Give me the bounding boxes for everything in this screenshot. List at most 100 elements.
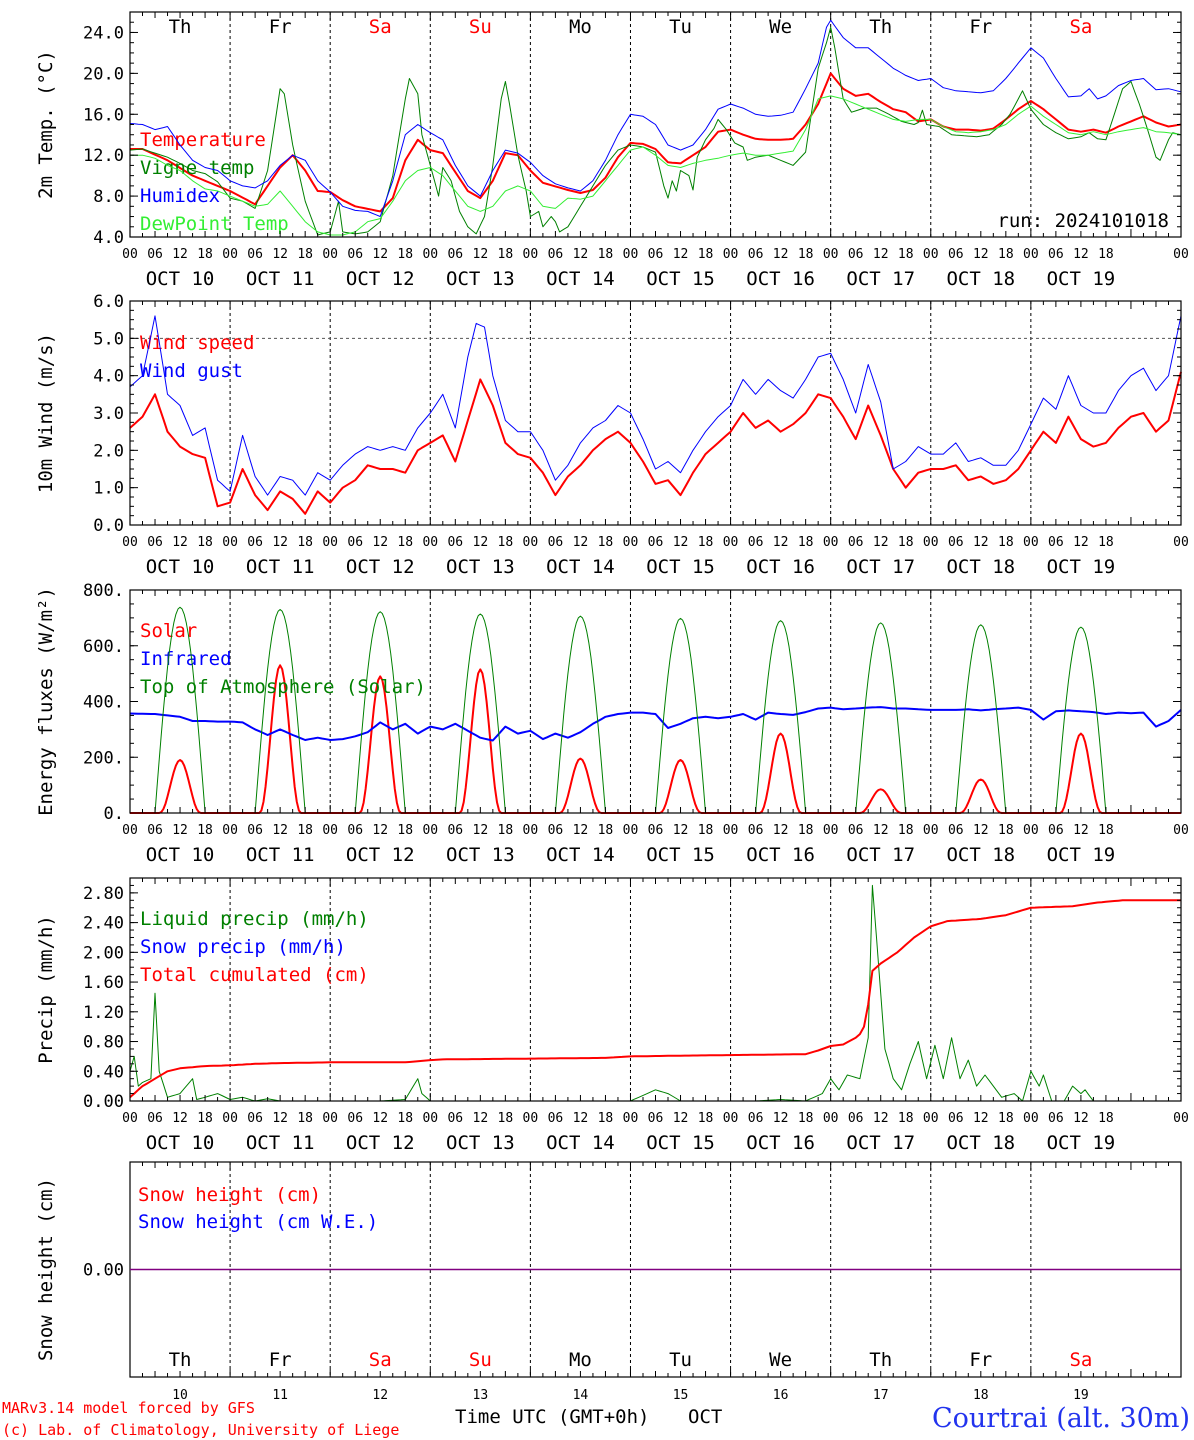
date-label: OCT 10 bbox=[146, 844, 215, 866]
y-tick-label: 600. bbox=[83, 637, 124, 657]
series-line-temperature-1 bbox=[129, 26, 1182, 236]
series-line-energy-1 bbox=[129, 706, 1182, 742]
date-label: OCT 12 bbox=[346, 556, 415, 578]
hour-label: 06 bbox=[648, 823, 664, 838]
legend-entry: Temperature bbox=[140, 129, 266, 151]
date-label: OCT 18 bbox=[946, 844, 1015, 866]
hour-label: 00 bbox=[723, 823, 739, 838]
panels: Temperature Vigne temp Humidex DewPoint Tem… bbox=[35, 11, 1189, 1403]
hour-label: 06 bbox=[147, 823, 163, 838]
hour-label: 12 bbox=[873, 823, 889, 838]
hour-label: 18 bbox=[598, 1111, 614, 1126]
day-number-label: 10 bbox=[172, 1388, 188, 1403]
weekday-label: Th bbox=[869, 1349, 892, 1371]
hour-label: 06 bbox=[848, 823, 864, 838]
date-label: OCT 14 bbox=[546, 268, 615, 290]
hour-label: 06 bbox=[347, 823, 363, 838]
weekday-label: Fr bbox=[969, 1349, 992, 1371]
hour-label: 18 bbox=[197, 535, 213, 550]
hour-label: 06 bbox=[147, 247, 163, 262]
hour-label: 06 bbox=[748, 535, 764, 550]
y-axis-label: 2m Temp. (°C) bbox=[35, 50, 57, 199]
y-tick-label: 400. bbox=[83, 693, 124, 713]
hour-label: 06 bbox=[648, 1111, 664, 1126]
hour-label: 00 bbox=[222, 535, 238, 550]
hour-label: 00 bbox=[1173, 823, 1189, 838]
hour-label: 12 bbox=[573, 823, 589, 838]
hour-label: 18 bbox=[297, 1111, 313, 1126]
plot-frame bbox=[129, 300, 1182, 526]
hour-label: 12 bbox=[773, 1111, 789, 1126]
hour-label: 18 bbox=[397, 1111, 413, 1126]
hour-label: 18 bbox=[598, 535, 614, 550]
date-label: OCT 14 bbox=[546, 844, 615, 866]
y-tick-label: 6.0 bbox=[93, 292, 124, 312]
legend-entry: DewPoint Temp bbox=[140, 213, 289, 235]
hour-label: 12 bbox=[573, 1111, 589, 1126]
hour-label: 12 bbox=[973, 535, 989, 550]
y-tick-label: 3.0 bbox=[93, 404, 124, 424]
hour-label: 00 bbox=[422, 1111, 438, 1126]
hour-label: 00 bbox=[422, 247, 438, 262]
date-label: OCT 19 bbox=[1047, 844, 1116, 866]
date-label: OCT 17 bbox=[846, 556, 915, 578]
date-label: OCT 12 bbox=[346, 844, 415, 866]
hour-label: 18 bbox=[397, 823, 413, 838]
day-number-label: 17 bbox=[873, 1388, 889, 1403]
series-line-temperature-0 bbox=[130, 72, 1182, 213]
hour-label: 00 bbox=[222, 1111, 238, 1126]
date-label: OCT 11 bbox=[246, 1132, 315, 1154]
hour-label: 06 bbox=[1048, 823, 1064, 838]
y-tick-label: 800. bbox=[83, 581, 124, 601]
day-number-label: 13 bbox=[473, 1388, 489, 1403]
date-label: OCT 16 bbox=[746, 268, 815, 290]
date-label: OCT 15 bbox=[646, 268, 715, 290]
hour-label: 18 bbox=[998, 1111, 1014, 1126]
hour-label: 06 bbox=[948, 535, 964, 550]
series-line-temperature-3 bbox=[130, 95, 1182, 236]
hour-label: 00 bbox=[923, 535, 939, 550]
date-label: OCT 18 bbox=[946, 268, 1015, 290]
hour-label: 06 bbox=[447, 247, 463, 262]
hour-label: 00 bbox=[1173, 535, 1189, 550]
date-label: OCT 13 bbox=[446, 1132, 515, 1154]
date-label: OCT 13 bbox=[446, 844, 515, 866]
hour-label: 18 bbox=[698, 823, 714, 838]
legend-entry: Total cumulated (cm) bbox=[140, 964, 369, 986]
date-label: OCT 17 bbox=[846, 844, 915, 866]
hour-label: 06 bbox=[1048, 535, 1064, 550]
x-axis-label: Time UTC (GMT+0h) bbox=[455, 1406, 649, 1428]
hour-label: 00 bbox=[1023, 247, 1039, 262]
y-tick-label: 5.0 bbox=[93, 329, 124, 349]
hour-label: 06 bbox=[447, 1111, 463, 1126]
hour-label: 12 bbox=[272, 1111, 288, 1126]
y-axis-label: Energy fluxes (W/m²) bbox=[35, 587, 57, 816]
legend-entry: Solar bbox=[140, 620, 197, 642]
hour-label: 06 bbox=[347, 535, 363, 550]
hour-label: 18 bbox=[197, 823, 213, 838]
hour-label: 00 bbox=[923, 1111, 939, 1126]
legend-entry: Vigne temp bbox=[140, 157, 254, 179]
hour-label: 12 bbox=[372, 823, 388, 838]
date-label: OCT 15 bbox=[646, 1132, 715, 1154]
date-label: OCT 19 bbox=[1047, 1132, 1116, 1154]
hour-label: 00 bbox=[523, 535, 539, 550]
hour-label: 06 bbox=[247, 823, 263, 838]
y-tick-label: 0.00 bbox=[83, 1261, 124, 1281]
hour-label: 06 bbox=[848, 535, 864, 550]
day-number-label: 15 bbox=[673, 1388, 689, 1403]
y-tick-label: 16.0 bbox=[83, 105, 124, 125]
y-tick-label: 2.00 bbox=[83, 943, 124, 963]
hour-label: 00 bbox=[1173, 247, 1189, 262]
hour-label: 00 bbox=[122, 535, 138, 550]
hour-label: 18 bbox=[197, 1111, 213, 1126]
hour-label: 12 bbox=[673, 1111, 689, 1126]
date-label: OCT 14 bbox=[546, 556, 615, 578]
day-number-label: 16 bbox=[773, 1388, 789, 1403]
hour-label: 00 bbox=[1023, 535, 1039, 550]
hour-label: 12 bbox=[673, 247, 689, 262]
hour-label: 06 bbox=[948, 823, 964, 838]
date-label: OCT 16 bbox=[746, 1132, 815, 1154]
date-label: OCT 19 bbox=[1047, 556, 1116, 578]
